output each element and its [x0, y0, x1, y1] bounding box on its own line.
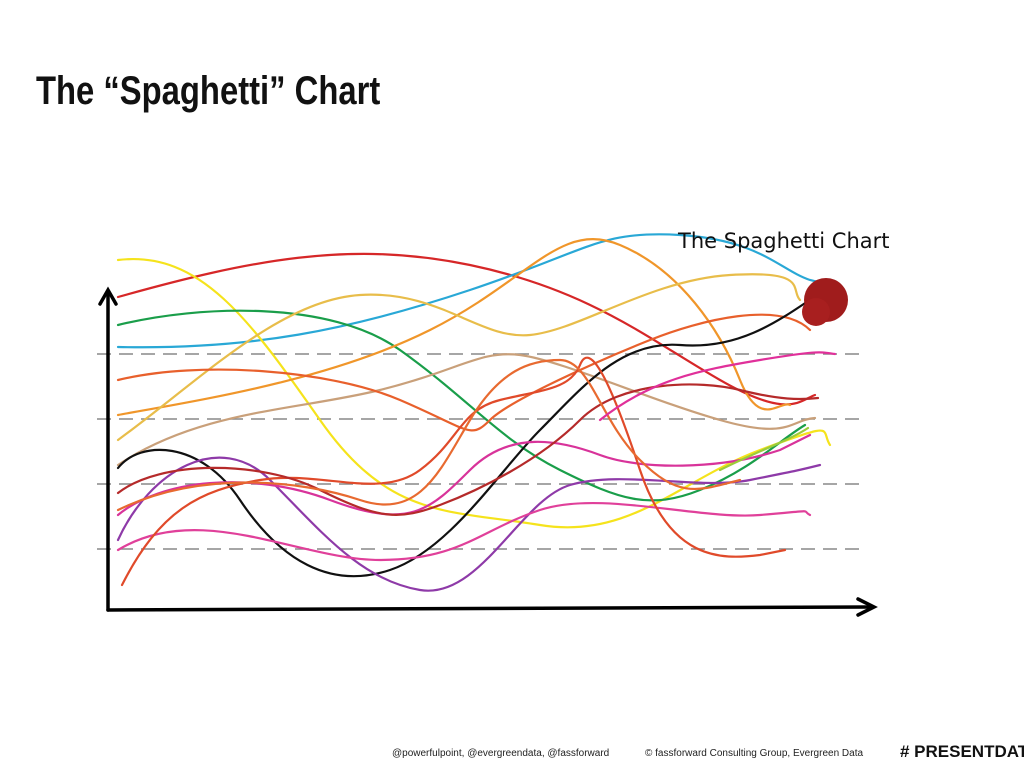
- curve: [116, 273, 802, 442]
- footer-handles: @powerfulpoint, @evergreendata, @fassfor…: [392, 748, 609, 759]
- curve: [116, 291, 822, 578]
- grid: [97, 353, 860, 550]
- spaghetti-lines: [116, 233, 837, 592]
- meatball: [802, 298, 830, 326]
- curve: [116, 238, 792, 417]
- curve: [116, 313, 812, 432]
- curve: [116, 252, 817, 406]
- y-axis-arrow: [98, 286, 118, 306]
- axes: [98, 286, 878, 617]
- curve: [116, 383, 820, 516]
- curve: [116, 456, 822, 592]
- x-axis-arrow: [856, 597, 878, 617]
- curve: [116, 353, 817, 467]
- curve: [116, 358, 742, 512]
- slide-title: The “Spaghetti” Chart: [36, 68, 380, 113]
- footer-copyright: © fassforward Consulting Group, Evergree…: [645, 748, 863, 759]
- curve: [116, 233, 832, 349]
- chart-annotation: The Spaghetti Chart: [677, 229, 890, 253]
- footer-hashtag: # PRESENTDATA: [900, 742, 1024, 761]
- x-axis: [106, 605, 874, 612]
- curve: [116, 501, 812, 562]
- curve: [120, 356, 787, 587]
- curve: [598, 351, 837, 422]
- curve: [116, 309, 807, 502]
- curve: [718, 426, 810, 472]
